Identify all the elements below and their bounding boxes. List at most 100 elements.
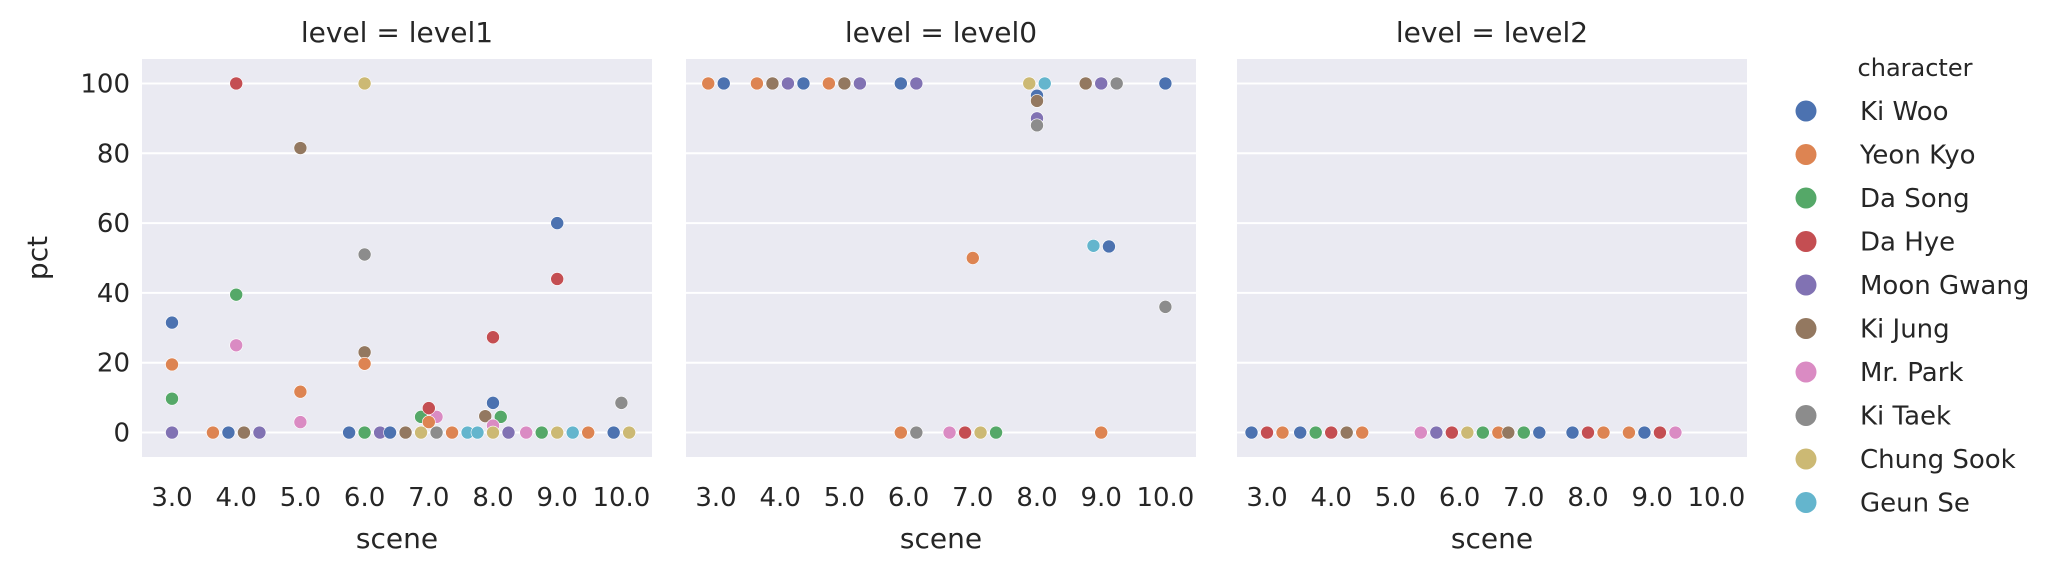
legend-label: Mr. Park (1860, 358, 1963, 388)
x-axis-label: scene (356, 522, 438, 555)
data-point (470, 425, 485, 440)
data-point (486, 330, 500, 345)
data-point (357, 425, 372, 440)
data-point (942, 425, 957, 440)
data-point (765, 76, 780, 91)
legend-label: Yeon Kyo (1859, 141, 1976, 171)
legend-marker (1795, 318, 1817, 339)
x-tick-label: 3.0 (151, 483, 192, 513)
x-tick-label: 8.0 (1567, 483, 1608, 513)
data-point (894, 425, 908, 440)
data-point (1653, 425, 1667, 440)
legend-marker (1795, 405, 1817, 426)
legend-label: Geun Se (1860, 489, 1970, 519)
x-tick-label: 6.0 (1439, 483, 1480, 513)
plot-background (1237, 59, 1747, 457)
data-point (293, 415, 308, 429)
data-point (1293, 425, 1307, 440)
x-tick-label: 8.0 (1016, 483, 1057, 513)
data-point (1158, 300, 1173, 314)
data-point (837, 76, 852, 91)
data-point (357, 345, 372, 360)
data-point (1355, 425, 1369, 440)
data-point (1324, 425, 1338, 440)
legend-label: Ki Jung (1860, 315, 1950, 345)
data-point (1094, 76, 1108, 91)
data-point (716, 76, 731, 91)
data-point (293, 141, 308, 155)
data-point (781, 76, 795, 91)
data-point (973, 425, 988, 440)
data-point (1158, 76, 1173, 91)
data-point (1260, 425, 1274, 440)
y-tick-label: 20 (97, 349, 130, 379)
x-tick-label: 5.0 (1375, 483, 1416, 513)
x-tick-label: 4.0 (760, 483, 801, 513)
data-point (252, 425, 267, 440)
x-tick-label: 4.0 (1311, 483, 1352, 513)
data-point (1308, 425, 1323, 440)
data-point (822, 76, 836, 91)
data-point (1476, 425, 1490, 440)
data-point (478, 409, 493, 423)
data-point (853, 76, 867, 91)
x-tick-label: 7.0 (408, 483, 449, 513)
panel-title: level = level1 (301, 16, 493, 49)
data-point (221, 425, 236, 440)
data-point (1622, 425, 1636, 440)
data-point (421, 415, 436, 429)
data-point (486, 396, 500, 410)
y-tick-label: 60 (97, 209, 130, 239)
data-point (493, 410, 508, 424)
data-point (894, 76, 908, 91)
data-point (1339, 425, 1354, 440)
data-point (445, 425, 459, 440)
data-point (1460, 425, 1475, 440)
legend-label: Moon Gwang (1860, 271, 2029, 301)
data-point (357, 76, 372, 91)
x-tick-label: 10.0 (1136, 483, 1194, 513)
x-tick-label: 3.0 (1246, 483, 1287, 513)
y-axis-label: pct (21, 236, 54, 280)
data-point (1532, 425, 1547, 440)
y-tick-label: 0 (113, 419, 130, 449)
legend-label: Chung Sook (1860, 445, 2016, 475)
y-tick-label: 80 (97, 139, 130, 169)
data-point (1429, 425, 1444, 440)
data-point (229, 76, 243, 91)
data-point (414, 425, 428, 440)
data-point (965, 251, 980, 265)
legend-title: character (1858, 54, 1973, 82)
data-point (909, 76, 924, 91)
data-point (421, 401, 436, 415)
data-point (229, 338, 243, 353)
data-point (293, 384, 308, 399)
data-point (750, 76, 764, 91)
legend-marker (1795, 144, 1817, 165)
data-point (1517, 425, 1531, 440)
legend-marker (1795, 187, 1817, 209)
data-point (1109, 76, 1124, 91)
data-point (383, 425, 397, 440)
data-point (550, 425, 565, 440)
legend-label: Da Song (1860, 184, 1970, 214)
legend-marker (1795, 448, 1817, 470)
y-tick-label: 40 (97, 279, 130, 309)
data-point (1414, 425, 1428, 440)
legend-marker (1795, 492, 1817, 513)
data-point (357, 356, 372, 371)
data-point (486, 425, 500, 440)
facet-panel-0: 3.0 4.0 5.0 6.0 7.0 8.0 9.0 10.0 level = level1 s… (142, 16, 652, 555)
data-point (237, 425, 251, 440)
data-point (519, 425, 534, 440)
data-point (1565, 425, 1580, 440)
x-axis-label: scene (1451, 522, 1533, 555)
data-point (165, 391, 179, 406)
legend-label: Da Hye (1860, 228, 1955, 258)
data-point (1244, 425, 1259, 440)
x-tick-label: 5.0 (280, 483, 321, 513)
x-tick-label: 6.0 (344, 483, 385, 513)
data-point (909, 425, 924, 440)
data-point (989, 425, 1003, 440)
data-point (429, 425, 444, 440)
